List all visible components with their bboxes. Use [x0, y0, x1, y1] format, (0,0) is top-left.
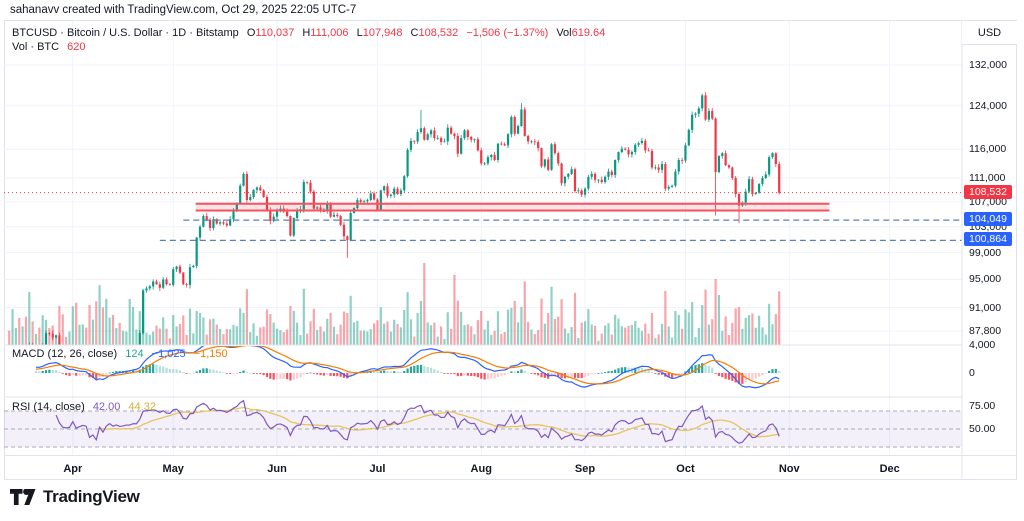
price-axis-currency: USD	[962, 21, 1017, 45]
macd-legend-title: MACD (12, 26, close)	[12, 348, 118, 360]
price-tick-111000: 111,000	[969, 172, 1006, 184]
symbol-legend: BTCUSD · Bitcoin / U.S. Dollar · 1D · Bi…	[12, 27, 610, 39]
price-tick-107000: 107,000	[969, 196, 1007, 208]
high-label: H	[302, 27, 311, 39]
tradingview-logo-text: TradingView	[43, 487, 140, 506]
time-axis-label-nov: Nov	[778, 463, 800, 475]
change-value: −1,506 (−1.37%)	[466, 27, 549, 39]
volume-legend-title: Vol · BTC	[12, 41, 60, 53]
vol-value: 619.64	[571, 27, 606, 39]
time-axis-label-sep: Sep	[574, 463, 596, 475]
tradingview-logo[interactable]: TradingView	[10, 487, 140, 507]
price-tick-91000: 91,000	[969, 302, 1002, 314]
sub-tick-0: 0	[969, 367, 975, 379]
vol-label: Vol	[556, 27, 572, 39]
symbol-title: BTCUSD · Bitcoin / U.S. Dollar · 1D · Bi…	[12, 27, 239, 39]
rsi-legend: RSI (14, close) 42.00 44.32	[12, 401, 161, 413]
rsi-value: 42.00	[92, 401, 121, 413]
attribution-text: sahanavv created with TradingView.com, O…	[10, 4, 357, 16]
macd-line-value: −1,025	[151, 348, 186, 360]
time-axis-label-apr: Apr	[63, 463, 83, 475]
rsi-legend-title: RSI (14, close)	[12, 401, 85, 413]
macd-legend: MACD (12, 26, close) 124 −1,025 −1,150	[12, 348, 233, 360]
high-value: 111,006	[310, 27, 349, 39]
tradingview-logo-icon	[10, 488, 36, 505]
rsi-ma-value: 44.32	[128, 401, 156, 413]
time-axis-label-dec: Dec	[879, 463, 900, 475]
chart-frame	[4, 20, 1017, 480]
low-label: L	[356, 27, 363, 39]
time-axis[interactable]: Apr May Jun Jul Aug Sep Oct Nov Dec	[4, 455, 1017, 480]
close-label: C	[410, 27, 419, 39]
sub-tick-50.00: 50.00	[969, 423, 996, 435]
volume-legend-value: 620	[67, 41, 86, 53]
time-axis-label-jul: Jul	[369, 463, 386, 475]
open-value: 110,037	[255, 27, 295, 39]
price-label-badge-104049: 104,049	[964, 212, 1012, 226]
time-axis-label-jun: Jun	[267, 463, 287, 475]
sub-tick-75.00: 75.00	[969, 400, 996, 412]
macd-hist-value: 124	[125, 348, 144, 360]
time-axis-label-aug: Aug	[470, 463, 492, 475]
price-label-badge-100864: 100,864	[964, 232, 1012, 246]
open-label: O	[246, 27, 256, 39]
volume-legend: Vol · BTC 620	[12, 41, 91, 53]
price-label-badge-108532: 108,532	[964, 185, 1012, 199]
price-tick-99000: 99,000	[969, 247, 1002, 259]
time-axis-label-oct: Oct	[676, 463, 695, 475]
price-tick-87800: 87,800	[969, 325, 1002, 337]
low-value: 107,948	[362, 27, 403, 39]
price-tick-132000: 132,000	[969, 59, 1007, 71]
sub-tick-4000: 4,000	[969, 339, 996, 351]
time-axis-label-may: May	[162, 463, 184, 475]
macd-signal-value: −1,150	[193, 348, 228, 360]
price-tick-124000: 124,000	[969, 100, 1007, 112]
close-value: 108,532	[418, 27, 459, 39]
price-tick-95000: 95,000	[969, 273, 1002, 285]
price-tick-116000: 116,000	[969, 143, 1007, 155]
